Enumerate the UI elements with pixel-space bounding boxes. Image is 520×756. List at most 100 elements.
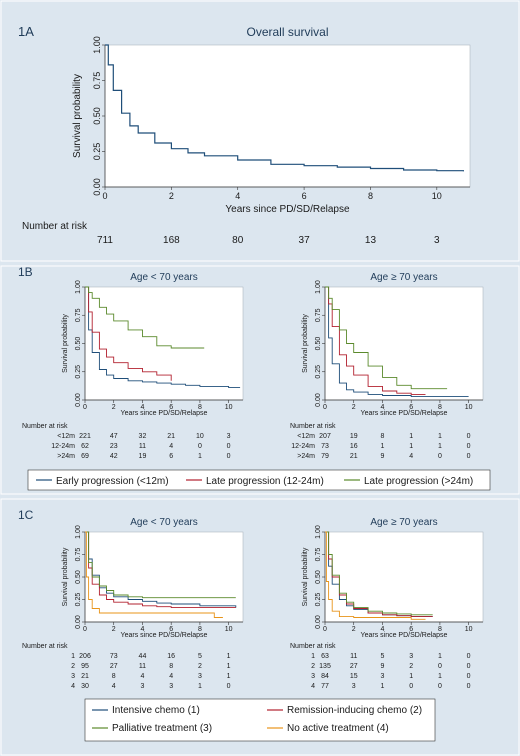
risk-value: 4 bbox=[141, 673, 145, 680]
risk-value: 16 bbox=[167, 653, 175, 660]
x-tick-label: 2 bbox=[169, 191, 174, 201]
survival-curve-1 bbox=[85, 286, 241, 389]
y-tick-label: 0.75 bbox=[75, 308, 82, 322]
y-tick-label: 0.50 bbox=[315, 570, 322, 584]
legend-box bbox=[84, 698, 436, 742]
risk-value: 1 bbox=[227, 663, 231, 670]
chart-title: Overall survival bbox=[246, 25, 328, 39]
risk-value: 4 bbox=[409, 453, 413, 460]
legend-1b: Early progression (<12m) Late progression… bbox=[27, 469, 491, 491]
x-tick-label: 4 bbox=[141, 404, 145, 411]
risk-value: 47 bbox=[110, 433, 118, 440]
risk-table-label: Number at risk bbox=[22, 423, 68, 430]
risk-value: 0 bbox=[409, 683, 413, 690]
y-tick-label: 0.50 bbox=[75, 337, 82, 351]
risk-value: 1 bbox=[381, 683, 385, 690]
x-axis-label: Years since PD/SD/Relapse bbox=[121, 632, 208, 639]
x-axis-label: Years since PD/SD/Relapse bbox=[225, 204, 350, 215]
y-tick-label: 0.50 bbox=[92, 107, 102, 125]
legend-label: Late progression (12-24m) bbox=[206, 476, 324, 487]
x-tick-label: 8 bbox=[438, 404, 442, 411]
risk-value: 0 bbox=[467, 433, 471, 440]
risk-value: 3 bbox=[381, 673, 385, 680]
risk-value: 1 bbox=[409, 433, 413, 440]
x-tick-label: 6 bbox=[409, 626, 413, 633]
risk-value: 95 bbox=[81, 663, 89, 670]
x-axis-label: Years since PD/SD/Relapse bbox=[361, 632, 448, 639]
risk-value: 6 bbox=[169, 453, 173, 460]
survival-curve-4 bbox=[325, 531, 426, 620]
risk-value: 62 bbox=[81, 443, 89, 450]
legend-1c: Intensive chemo (1) Remission-inducing ch… bbox=[84, 698, 436, 742]
y-tick-label: 1.00 bbox=[315, 525, 322, 539]
risk-value: 13 bbox=[365, 235, 377, 246]
risk-value: 1 bbox=[227, 653, 231, 660]
y-tick-label: 0.00 bbox=[75, 615, 82, 629]
chart-title: Age ≥ 70 years bbox=[370, 272, 437, 283]
chart-title: Age < 70 years bbox=[130, 517, 198, 528]
risk-value: 0 bbox=[467, 673, 471, 680]
risk-row-name: 1 bbox=[71, 653, 75, 660]
x-tick-label: 4 bbox=[381, 404, 385, 411]
y-tick-label: 0.50 bbox=[315, 337, 322, 351]
x-tick-label: 8 bbox=[198, 404, 202, 411]
risk-value: 0 bbox=[227, 683, 231, 690]
risk-value: 23 bbox=[110, 443, 118, 450]
y-tick-label: 1.00 bbox=[75, 280, 82, 294]
risk-value: 44 bbox=[139, 653, 147, 660]
legend-label: Late progression (>24m) bbox=[364, 476, 473, 487]
y-tick-label: 1.00 bbox=[315, 280, 322, 294]
risk-row-name: 2 bbox=[311, 663, 315, 670]
y-axis-label: Survival probability bbox=[302, 547, 309, 606]
risk-value: 84 bbox=[321, 673, 329, 680]
risk-value: 5 bbox=[381, 653, 385, 660]
risk-value: 2 bbox=[198, 663, 202, 670]
x-tick-label: 2 bbox=[352, 626, 356, 633]
risk-value: 8 bbox=[169, 663, 173, 670]
risk-row-name: 12-24m bbox=[291, 443, 315, 450]
risk-row-name: 2 bbox=[71, 663, 75, 670]
risk-value: 9 bbox=[381, 453, 385, 460]
risk-value: 5 bbox=[198, 653, 202, 660]
risk-value: 1 bbox=[438, 673, 442, 680]
risk-value: 0 bbox=[467, 663, 471, 670]
y-tick-label: 0.25 bbox=[75, 365, 82, 379]
risk-table-label: Number at risk bbox=[22, 643, 68, 650]
risk-value: 32 bbox=[139, 433, 147, 440]
risk-value: 9 bbox=[381, 663, 385, 670]
risk-value: 1 bbox=[409, 673, 413, 680]
risk-value: 0 bbox=[227, 453, 231, 460]
risk-value: 0 bbox=[227, 443, 231, 450]
x-tick-label: 2 bbox=[112, 404, 116, 411]
survival-curve-3 bbox=[85, 531, 236, 599]
x-tick-label: 10 bbox=[432, 191, 442, 201]
risk-table-label: Number at risk bbox=[290, 423, 336, 430]
y-axis-label: Survival probability bbox=[72, 74, 83, 158]
panel-label-1a: 1A bbox=[18, 24, 34, 39]
x-tick-label: 10 bbox=[225, 404, 233, 411]
risk-table-label: Number at risk bbox=[290, 643, 336, 650]
plot-area bbox=[324, 531, 484, 623]
risk-value: 11 bbox=[139, 443, 146, 450]
chart-title: Age ≥ 70 years bbox=[370, 517, 437, 528]
risk-value: 0 bbox=[438, 453, 442, 460]
risk-value: 0 bbox=[198, 443, 202, 450]
x-tick-label: 4 bbox=[381, 626, 385, 633]
risk-value: 3 bbox=[227, 433, 231, 440]
y-axis-label: Survival probability bbox=[62, 314, 69, 373]
x-axis-label: Years since PD/SD/Relapse bbox=[361, 410, 448, 417]
y-tick-label: 0.25 bbox=[315, 593, 322, 607]
legend-label: Remission-inducing chemo (2) bbox=[287, 705, 422, 716]
plot-area bbox=[104, 44, 471, 188]
risk-value: 19 bbox=[350, 433, 358, 440]
risk-value: 79 bbox=[321, 453, 329, 460]
risk-value: 0 bbox=[467, 653, 471, 660]
x-tick-label: 8 bbox=[438, 626, 442, 633]
risk-value: 0 bbox=[438, 683, 442, 690]
x-tick-label: 10 bbox=[225, 626, 233, 633]
risk-value: 1 bbox=[438, 653, 442, 660]
risk-value: 21 bbox=[167, 433, 175, 440]
legend-label: Intensive chemo (1) bbox=[112, 705, 200, 716]
risk-row-name: <12m bbox=[57, 433, 75, 440]
